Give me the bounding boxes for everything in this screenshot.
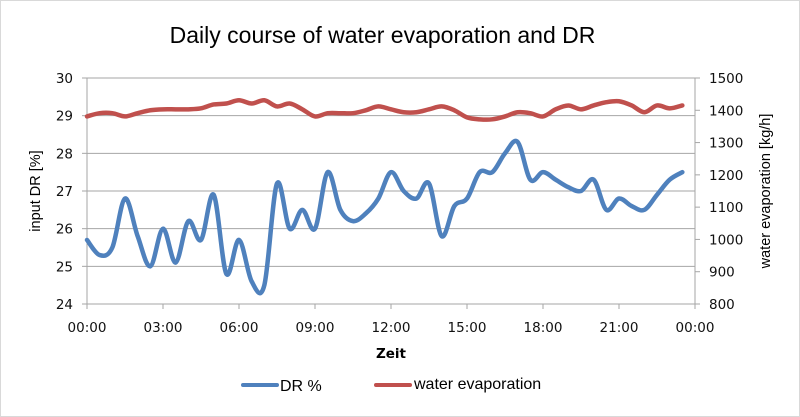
y-tick-label: 26 — [56, 222, 73, 238]
gridlines — [87, 77, 695, 267]
y2-tick-label: 900 — [709, 265, 735, 281]
y-tick-label: 30 — [56, 71, 73, 87]
y2-tick-label: 1000 — [709, 232, 743, 248]
y2-tick-label: 1100 — [709, 200, 743, 216]
y2-tick-label: 1300 — [709, 136, 743, 152]
y-tick-label: 29 — [56, 109, 73, 125]
x-tick-label: 00:00 — [676, 320, 715, 336]
series-line-water-evaporation — [84, 98, 685, 122]
legend-label-water: water evaporation — [413, 376, 541, 393]
series-line-dr — [84, 138, 685, 296]
legend-label-dr: DR % — [280, 378, 322, 395]
y-tick-label: 24 — [56, 297, 73, 313]
y2-tick-label: 1400 — [709, 103, 743, 119]
y-tick-label: 28 — [56, 146, 73, 162]
x-tick-label: 09:00 — [296, 320, 335, 336]
y-tick-label: 25 — [56, 259, 73, 275]
series-lines — [84, 98, 685, 296]
x-tick-label: 06:00 — [220, 320, 259, 336]
left-axis-title: input DR [%] — [28, 150, 44, 231]
x-tick-label: 00:00 — [68, 320, 107, 336]
legend: DR % water evaporation — [241, 376, 541, 395]
x-tick-label: 15:00 — [448, 320, 487, 336]
x-tick-label: 18:00 — [524, 320, 563, 336]
right-axis-title: water evaporation [kg/h] — [758, 114, 774, 270]
left-axis-ticks: 24 25 26 27 28 29 30 — [56, 71, 87, 313]
x-axis-ticks: 00:00 03:00 06:00 09:00 12:00 15:00 18:00 21:00… — [68, 304, 715, 336]
x-tick-label: 03:00 — [144, 320, 183, 336]
x-axis-title: Zeit — [376, 346, 407, 362]
y2-tick-label: 1200 — [709, 168, 743, 184]
x-tick-label: 21:00 — [600, 320, 639, 336]
x-tick-label: 12:00 — [372, 320, 411, 336]
y2-tick-label: 1500 — [709, 71, 743, 87]
chart-title: Daily course of water evaporation and DR — [169, 22, 596, 48]
y2-tick-label: 800 — [709, 297, 735, 313]
y-tick-label: 27 — [56, 184, 73, 200]
right-axis-ticks: 800 900 1000 1100 1200 1300 1400 1500 — [695, 71, 743, 313]
